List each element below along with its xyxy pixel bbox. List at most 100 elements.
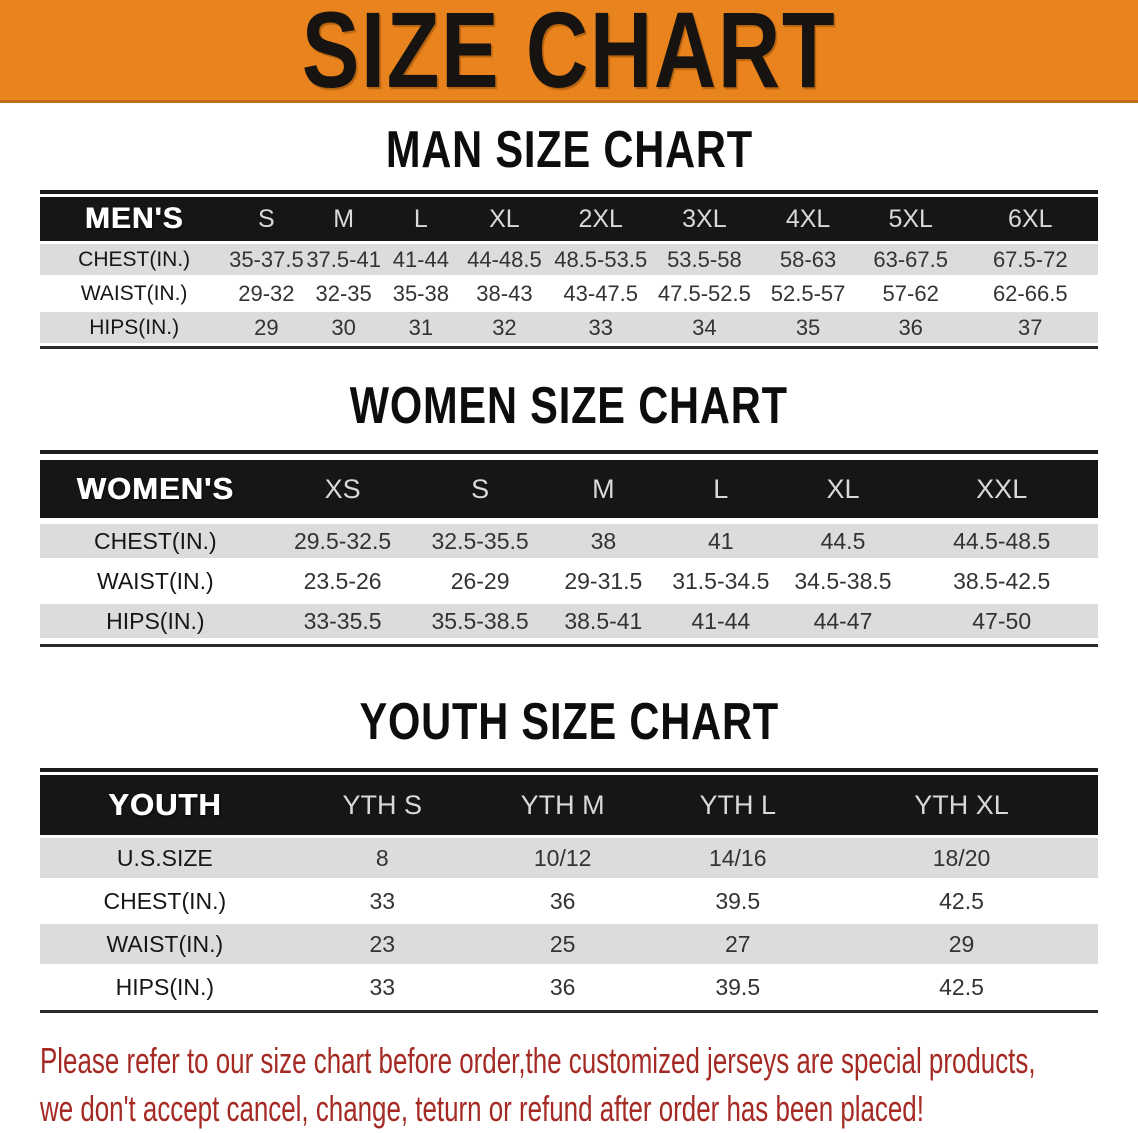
size-value-cell: 36 — [474, 881, 651, 921]
section-youth: YOUTH SIZE CHART YOUTH YTH S YTH M YTH L YTH… — [0, 693, 1138, 1013]
size-value-cell: 52.5-57 — [757, 278, 859, 309]
row-label: WAIST(IN.) — [40, 564, 271, 598]
size-value-cell: 27 — [650, 924, 826, 964]
size-value-cell: 38-43 — [458, 278, 550, 309]
size-value-cell: 35.5-38.5 — [414, 604, 546, 638]
measurement-row: CHEST(IN.) 33 36 39.5 42.5 — [40, 881, 1098, 921]
notice-line-1: Please refer to our size chart before or… — [40, 1040, 1036, 1081]
size-value-cell: 34.5-38.5 — [780, 564, 906, 598]
size-value-cell: 39.5 — [650, 881, 826, 921]
row-label: U.S.SIZE — [40, 838, 290, 878]
size-column-header: M — [304, 197, 383, 241]
size-value-cell: 23.5-26 — [270, 564, 415, 598]
size-value-cell: 35 — [757, 312, 859, 343]
measurement-row: HIPS(IN.) 29 30 31 32 33 34 35 36 37 — [40, 312, 1098, 343]
size-column-header: XXL — [905, 460, 1098, 518]
size-value-cell: 30 — [304, 312, 383, 343]
measurement-row: HIPS(IN.) 33-35.5 35.5-38.5 38.5-41 41-44 44-… — [40, 604, 1098, 638]
size-column-header: 2XL — [549, 197, 652, 241]
men-group-label: MEN'S — [40, 197, 229, 241]
women-size-table: WOMEN'S XS S M L XL XXL CHEST(IN.) 29.5-32.5 32.5… — [40, 454, 1098, 644]
size-column-header: 6XL — [962, 197, 1098, 241]
men-size-table: MEN'S S M L XL 2XL 3XL 4XL 5XL 6XL CHEST(IN.) 35-37… — [40, 194, 1098, 346]
size-value-cell: 23 — [289, 924, 475, 964]
measurement-row: WAIST(IN.) 23 25 27 29 — [40, 924, 1098, 964]
size-value-cell: 33 — [289, 881, 475, 921]
size-column-header: L — [382, 197, 459, 241]
size-column-header: L — [661, 460, 781, 518]
size-value-cell: 26-29 — [414, 564, 546, 598]
youth-header-row: YOUTH YTH S YTH M YTH L YTH XL — [40, 775, 1098, 835]
size-column-header: XL — [780, 460, 906, 518]
size-value-cell: 31 — [382, 312, 459, 343]
size-value-cell: 29 — [825, 924, 1098, 964]
size-value-cell: 44-48.5 — [458, 244, 550, 275]
size-value-cell: 34 — [651, 312, 758, 343]
size-value-cell: 33 — [289, 967, 475, 1007]
content: MAN SIZE CHART MEN'S S M L XL 2XL 3XL 4XL 5XL 6XL… — [0, 124, 1138, 1013]
measurement-row: HIPS(IN.) 33 36 39.5 42.5 — [40, 967, 1098, 1007]
section-men: MAN SIZE CHART MEN'S S M L XL 2XL 3XL 4XL 5XL 6XL… — [0, 124, 1138, 349]
size-value-cell: 63-67.5 — [858, 244, 963, 275]
size-value-cell: 37 — [962, 312, 1098, 343]
measurement-row: U.S.SIZE 8 10/12 14/16 18/20 — [40, 838, 1098, 878]
size-column-header: 4XL — [757, 197, 859, 241]
size-value-cell: 42.5 — [825, 881, 1098, 921]
men-table-wrap: MEN'S S M L XL 2XL 3XL 4XL 5XL 6XL CHEST(IN.) 35-37… — [40, 190, 1098, 349]
size-value-cell: 36 — [474, 967, 651, 1007]
footer-notice: Please refer to our size chart before or… — [0, 1037, 1138, 1133]
notice-line-1-wrap: Please refer to our size chart before or… — [40, 1037, 1138, 1085]
row-label: CHEST(IN.) — [40, 881, 290, 921]
size-value-cell: 32.5-35.5 — [414, 524, 546, 558]
size-value-cell: 41-44 — [661, 604, 781, 638]
size-column-header: S — [414, 460, 546, 518]
size-value-cell: 44-47 — [780, 604, 906, 638]
size-value-cell: 36 — [858, 312, 963, 343]
measurement-row: WAIST(IN.) 29-32 32-35 35-38 38-43 43-47.5 47.… — [40, 278, 1098, 309]
women-section-heading: WOMEN SIZE CHART — [0, 380, 1138, 432]
size-value-cell: 58-63 — [757, 244, 859, 275]
size-value-cell: 39.5 — [650, 967, 826, 1007]
size-value-cell: 41-44 — [382, 244, 459, 275]
size-column-header: XL — [458, 197, 550, 241]
size-value-cell: 42.5 — [825, 967, 1098, 1007]
youth-section-title: YOUTH SIZE CHART — [359, 693, 779, 751]
size-value-cell: 37.5-41 — [304, 244, 383, 275]
size-column-header: S — [228, 197, 305, 241]
row-label: HIPS(IN.) — [40, 967, 290, 1007]
size-value-cell: 38.5-41 — [545, 604, 662, 638]
size-value-cell: 29 — [228, 312, 305, 343]
notice-line-2-wrap: we don't accept cancel, change, teturn o… — [40, 1085, 1138, 1133]
size-value-cell: 32 — [458, 312, 550, 343]
banner: SIZE CHART — [0, 0, 1138, 104]
size-value-cell: 41 — [661, 524, 781, 558]
row-label: WAIST(IN.) — [40, 924, 290, 964]
size-value-cell: 25 — [474, 924, 651, 964]
measurement-row: CHEST(IN.) 35-37.5 37.5-41 41-44 44-48.5 48.5… — [40, 244, 1098, 275]
size-value-cell: 33-35.5 — [270, 604, 415, 638]
notice-line-2: we don't accept cancel, change, teturn o… — [40, 1088, 924, 1129]
youth-size-table: YOUTH YTH S YTH M YTH L YTH XL U.S.SIZE 8 10/12… — [40, 772, 1098, 1010]
women-header-row: WOMEN'S XS S M L XL XXL — [40, 460, 1098, 518]
size-value-cell: 18/20 — [825, 838, 1098, 878]
size-value-cell: 38 — [545, 524, 662, 558]
row-label: HIPS(IN.) — [40, 312, 229, 343]
size-value-cell: 8 — [289, 838, 475, 878]
youth-group-label: YOUTH — [40, 775, 290, 835]
size-value-cell: 67.5-72 — [962, 244, 1098, 275]
size-value-cell: 53.5-58 — [651, 244, 758, 275]
youth-table-wrap: YOUTH YTH S YTH M YTH L YTH XL U.S.SIZE 8 10/12… — [40, 768, 1098, 1013]
size-column-header: YTH XL — [825, 775, 1098, 835]
size-value-cell: 35-37.5 — [228, 244, 305, 275]
size-value-cell: 29-32 — [228, 278, 305, 309]
men-section-heading: MAN SIZE CHART — [0, 124, 1138, 176]
size-value-cell: 35-38 — [382, 278, 459, 309]
size-value-cell: 44.5 — [780, 524, 906, 558]
size-value-cell: 31.5-34.5 — [661, 564, 781, 598]
size-column-header: YTH M — [474, 775, 651, 835]
size-value-cell: 14/16 — [650, 838, 826, 878]
women-table-wrap: WOMEN'S XS S M L XL XXL CHEST(IN.) 29.5-32.5 32.5… — [40, 450, 1098, 647]
size-value-cell: 44.5-48.5 — [905, 524, 1098, 558]
size-value-cell: 48.5-53.5 — [549, 244, 652, 275]
